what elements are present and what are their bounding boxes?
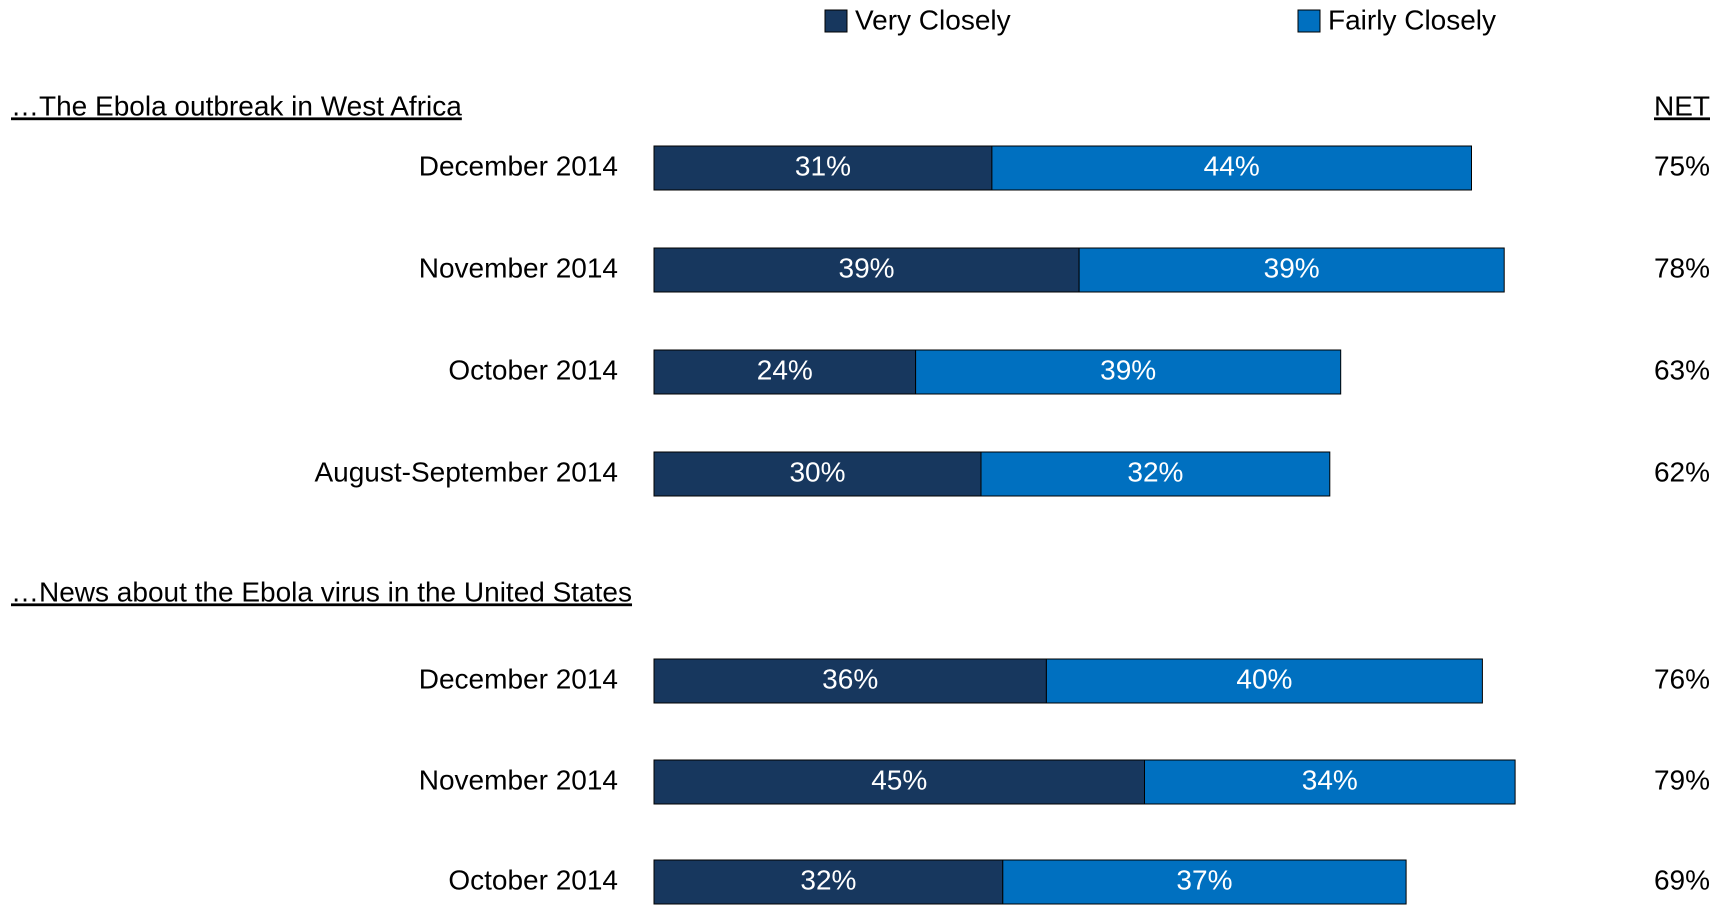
net-label: 79% bbox=[1654, 764, 1710, 795]
net-label: 76% bbox=[1654, 663, 1710, 694]
value-label: 31% bbox=[795, 150, 851, 181]
value-label: 39% bbox=[1264, 252, 1320, 283]
net-label: 78% bbox=[1654, 252, 1710, 283]
value-label: 39% bbox=[1100, 354, 1156, 385]
bar-segment bbox=[991, 145, 1473, 191]
category-label: December 2014 bbox=[419, 663, 618, 694]
bar-segment bbox=[1045, 658, 1483, 704]
net-header: NET bbox=[1654, 90, 1710, 121]
value-label: 30% bbox=[789, 456, 845, 487]
bar-segment bbox=[1144, 759, 1516, 805]
value-label: 45% bbox=[871, 764, 927, 795]
legend-label: Fairly Closely bbox=[1328, 4, 1496, 35]
net-label: 63% bbox=[1654, 354, 1710, 385]
value-label: 32% bbox=[800, 864, 856, 895]
bar-segment bbox=[915, 349, 1342, 395]
category-label: December 2014 bbox=[419, 150, 618, 181]
value-label: 39% bbox=[839, 252, 895, 283]
net-label: 75% bbox=[1654, 150, 1710, 181]
category-label: October 2014 bbox=[448, 864, 618, 895]
bar-segment bbox=[653, 145, 993, 191]
bar-segment bbox=[1002, 859, 1407, 905]
value-label: 40% bbox=[1236, 663, 1292, 694]
bar-segment bbox=[980, 451, 1331, 497]
bar-segment bbox=[1078, 247, 1505, 293]
group-title: …The Ebola outbreak in West Africa bbox=[11, 90, 462, 121]
net-label: 62% bbox=[1654, 456, 1710, 487]
value-label: 24% bbox=[757, 354, 813, 385]
category-label: November 2014 bbox=[419, 252, 618, 283]
value-label: 32% bbox=[1127, 456, 1183, 487]
category-label: October 2014 bbox=[448, 354, 618, 385]
legend-swatch bbox=[1297, 9, 1321, 33]
value-label: 44% bbox=[1204, 150, 1260, 181]
value-label: 34% bbox=[1302, 764, 1358, 795]
bar-segment bbox=[653, 349, 917, 395]
legend-label: Very Closely bbox=[855, 4, 1011, 35]
bar-segment bbox=[653, 658, 1047, 704]
value-label: 36% bbox=[822, 663, 878, 694]
bar-segment bbox=[653, 451, 982, 497]
bar-segment bbox=[653, 859, 1004, 905]
bar-segment bbox=[653, 247, 1080, 293]
legend-swatch bbox=[824, 9, 848, 33]
category-label: August-September 2014 bbox=[314, 456, 618, 487]
net-label: 69% bbox=[1654, 864, 1710, 895]
category-label: November 2014 bbox=[419, 764, 618, 795]
group-title: …News about the Ebola virus in the Unite… bbox=[11, 576, 632, 607]
value-label: 37% bbox=[1176, 864, 1232, 895]
